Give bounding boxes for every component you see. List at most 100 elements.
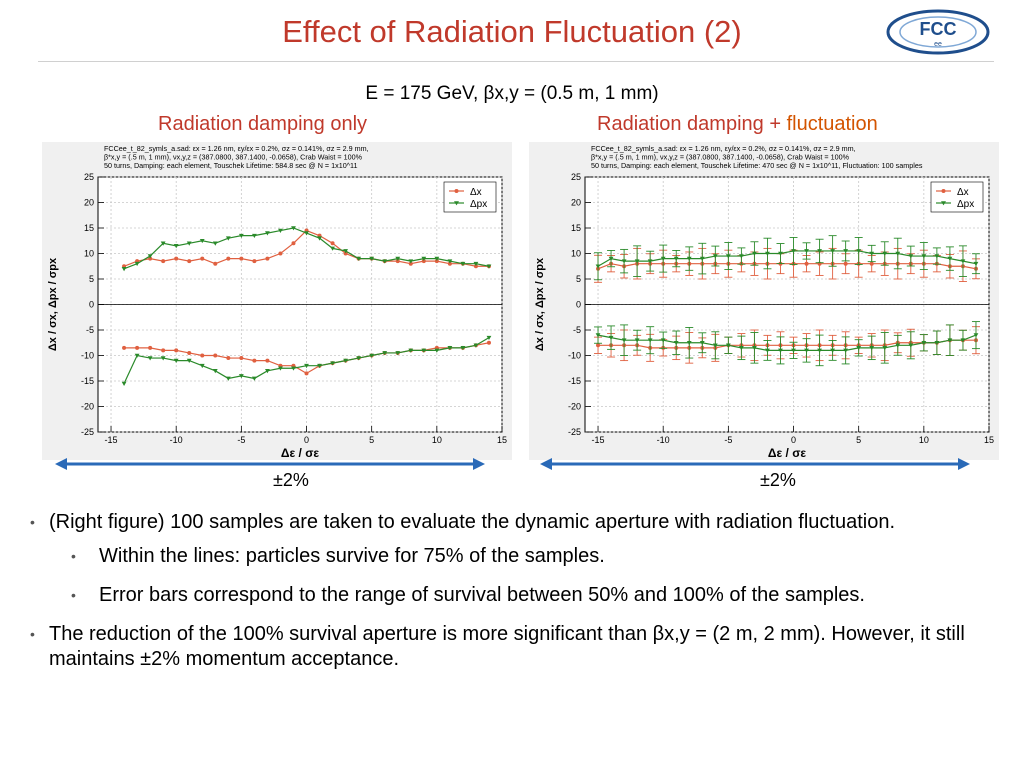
series-line-lower	[597, 334, 977, 351]
data-point-dpx	[817, 348, 822, 353]
y-tick-label: 10	[84, 249, 94, 259]
data-point-dpx	[752, 251, 757, 256]
data-point-dpx	[265, 231, 270, 236]
data-point-dpx	[134, 353, 140, 358]
legend-label: Δpx	[470, 199, 487, 210]
right-label-text: Radiation damping +	[597, 113, 787, 135]
data-point-dpx	[173, 358, 179, 363]
data-point-dpx	[595, 333, 601, 338]
left-panel-label: Radiation damping only	[158, 113, 368, 135]
data-point-dpx	[382, 351, 388, 356]
data-point-dpx	[712, 343, 718, 348]
x-tick-label: -10	[170, 435, 183, 445]
data-point-dpx	[460, 346, 466, 351]
momentum-range-arrow-left	[55, 458, 485, 470]
data-point-dx	[174, 256, 179, 261]
data-point-dpx	[934, 340, 940, 346]
data-point-dpx	[356, 356, 362, 361]
data-point-dpx	[843, 249, 849, 254]
data-point-dpx	[725, 254, 731, 259]
x-tick-label: 10	[919, 435, 929, 445]
logo-sub-text: ee	[934, 41, 942, 48]
data-point-dx	[226, 356, 231, 361]
legend-label: Δpx	[957, 199, 974, 210]
momentum-range-arrow-right	[540, 458, 970, 470]
x-tick-label: -5	[724, 435, 732, 445]
momentum-acceptance-right: ±2%	[760, 470, 796, 490]
data-point-dpx	[673, 340, 679, 346]
data-point-dpx	[317, 236, 322, 241]
data-point-dpx	[778, 348, 783, 353]
data-point-dpx	[408, 259, 414, 264]
data-point-dpx	[804, 249, 809, 254]
bullet-dot-icon: •	[30, 626, 35, 642]
sub-bullet-text: Within the lines: particles survive for …	[99, 545, 605, 567]
data-point-dpx	[395, 351, 401, 356]
bullet-text: The reduction of the 100% survival apert…	[49, 623, 965, 670]
data-point-dpx	[134, 261, 140, 267]
data-point-dpx	[304, 363, 309, 369]
y-tick-label: 20	[571, 198, 581, 208]
data-point-dpx	[699, 340, 705, 346]
data-point-dpx	[304, 231, 309, 236]
x-axis-label: Δε / σε	[281, 446, 320, 460]
data-point-dpx	[621, 259, 627, 264]
data-point-dpx	[895, 343, 901, 348]
y-tick-label: -20	[568, 402, 581, 412]
legend-marker	[454, 201, 459, 206]
x-tick-label: 0	[304, 435, 309, 445]
data-point-dpx	[212, 369, 218, 374]
y-tick-label: -25	[81, 427, 94, 437]
y-tick-label: 20	[84, 198, 94, 208]
data-point-dpx	[382, 259, 388, 264]
data-point-dpx	[147, 356, 153, 361]
y-tick-label: -25	[568, 427, 581, 437]
chart-svg-left: FCCee_t_82_symls_a.sad: εx = 1.26 nm, εy…	[42, 142, 512, 460]
data-point-dpx	[421, 348, 427, 353]
x-tick-label: -10	[657, 435, 670, 445]
data-point-dx	[434, 259, 439, 264]
data-point-dpx	[447, 259, 453, 264]
data-point-dpx	[608, 335, 614, 341]
y-tick-label: -20	[81, 402, 94, 412]
data-point-dpx	[856, 249, 862, 254]
data-point-dpx	[447, 346, 453, 351]
data-point-dpx	[843, 348, 849, 353]
fcc-ee-logo: FCC ee	[886, 9, 990, 55]
data-point-dpx	[186, 358, 192, 363]
x-tick-label: 15	[984, 435, 994, 445]
data-point-dpx	[738, 346, 744, 351]
data-point-dx	[343, 251, 348, 256]
data-point-dpx	[973, 261, 979, 267]
chart-damping-only: FCCee_t_82_symls_a.sad: εx = 1.26 nm, εy…	[42, 142, 512, 460]
data-point-dpx	[908, 254, 914, 259]
data-point-dpx	[686, 256, 692, 261]
data-point-dpx	[830, 348, 836, 353]
data-point-dpx	[660, 256, 666, 261]
data-point-dx	[304, 371, 309, 376]
momentum-acceptance-left: ±2%	[273, 470, 309, 490]
data-point-dpx	[908, 343, 914, 348]
data-point-dpx	[947, 338, 953, 343]
data-point-dpx	[934, 254, 940, 259]
series-line-lower	[598, 339, 976, 349]
data-point-dx	[278, 251, 283, 256]
y-axis-label: Δx / σx, Δpx / σpx	[47, 257, 59, 351]
data-point-dpx	[199, 238, 205, 244]
data-point-dx	[486, 340, 491, 345]
chart-header-line: 50 turns, Damping: each element, Tousche…	[591, 161, 923, 170]
data-point-dx	[161, 259, 166, 264]
data-point-dpx	[460, 261, 466, 267]
data-point-dpx	[278, 228, 283, 233]
data-point-dx	[395, 259, 400, 264]
chart-header-line: β*x,y = (.5 m, 1 mm), νx,y,z = (387.0800…	[104, 153, 363, 162]
data-point-dpx	[317, 363, 322, 369]
chart-header-line: 50 turns, Damping: each element, Tousche…	[104, 161, 358, 170]
data-point-dpx	[647, 259, 653, 264]
y-tick-label: 5	[576, 274, 581, 284]
data-point-dpx	[212, 241, 218, 246]
data-point-dpx	[473, 261, 479, 267]
data-point-dpx	[160, 356, 166, 361]
x-tick-label: 15	[497, 435, 507, 445]
bullet-text: (Right figure) 100 samples are taken to …	[49, 511, 896, 533]
